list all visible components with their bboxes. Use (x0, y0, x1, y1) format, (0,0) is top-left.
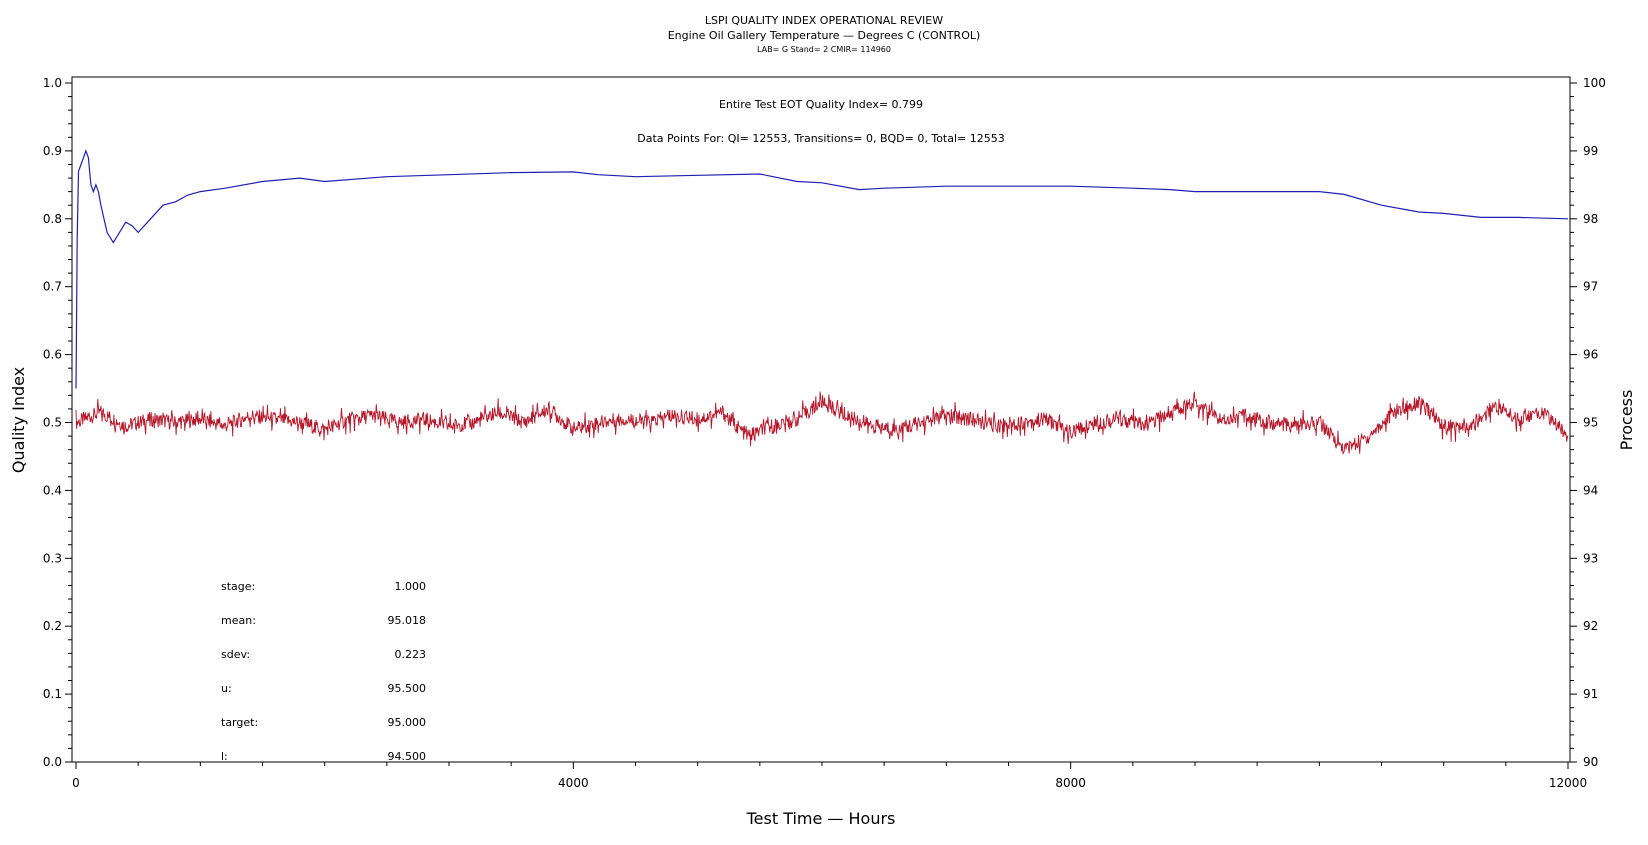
y-axis-label-right: Process (1617, 390, 1636, 451)
y-right-tick-label: 92 (1583, 619, 1598, 633)
y-right-tick-label: 97 (1583, 280, 1598, 294)
y-left-tick-label: 0.6 (43, 348, 62, 362)
stat-value: 1.000 (395, 580, 427, 593)
y-left-tick-label: 0.9 (43, 144, 62, 158)
y-right-tick-label: 94 (1583, 483, 1598, 497)
y-left-tick-label: 0.0 (43, 755, 62, 769)
y-left-tick-label: 0.1 (43, 687, 62, 701)
stat-value: 95.018 (388, 614, 427, 627)
plot-frame (71, 76, 1571, 763)
y-right-tick-label: 100 (1583, 76, 1606, 90)
stat-label: u: (221, 682, 232, 695)
y-left-tick-label: 1.0 (43, 76, 62, 90)
stats-table: stage: 1.000 mean: 95.018 sdev: 0.223 u: 95.500… (221, 580, 426, 763)
stat-label: sdev: (221, 648, 250, 661)
stat-value: 95.000 (388, 716, 427, 729)
y-right-tick-label: 96 (1583, 348, 1598, 362)
annotation-data-points: Data Points For: QI= 12553, Transitions=… (637, 132, 1005, 145)
stat-label: l: (221, 750, 228, 763)
y-right-tick-label: 93 (1583, 551, 1598, 565)
stat-label: stage: (221, 580, 255, 593)
y-left-tick-label: 0.8 (43, 212, 62, 226)
y-left-tick-label: 0.5 (43, 416, 62, 430)
y-right-tick-label: 99 (1583, 144, 1598, 158)
y-left-tick-label: 0.3 (43, 551, 62, 565)
x-tick-label: 4000 (558, 776, 589, 790)
series-group (75, 149, 1569, 455)
y-right-tick-label: 98 (1583, 212, 1598, 226)
chart-subtitle: Engine Oil Gallery Temperature — Degrees… (668, 29, 981, 42)
y-axis-label-left: Quality Index (9, 367, 28, 473)
chart-subtitle-lab: LAB= G Stand= 2 CMIR= 114960 (757, 45, 891, 54)
chart-title: LSPI QUALITY INDEX OPERATIONAL REVIEW (705, 14, 943, 27)
stat-value: 94.500 (388, 750, 427, 763)
y-left-tick-label: 0.2 (43, 619, 62, 633)
y-right-tick-label: 90 (1583, 755, 1598, 769)
x-axis-label: Test Time — Hours (746, 809, 896, 828)
annotation-quality-index: Entire Test EOT Quality Index= 0.799 (719, 98, 923, 111)
x-tick-label: 0 (72, 776, 80, 790)
stat-label: target: (221, 716, 258, 729)
x-tick-label: 12000 (1549, 776, 1587, 790)
y-right-tick-label: 95 (1583, 416, 1598, 430)
axes-group: 0 4000 8000 12000 0.0 0.1 0.2 0.3 0.4 0.5 0.6 0.7 0.… (43, 76, 1606, 790)
y-left-tick-label: 0.4 (43, 483, 62, 497)
y-right-tick-label: 91 (1583, 687, 1598, 701)
x-tick-label: 8000 (1055, 776, 1086, 790)
stat-label: mean: (221, 614, 256, 627)
stat-value: 95.500 (388, 682, 427, 695)
series-process-line (75, 391, 1569, 455)
y-left-tick-label: 0.7 (43, 280, 62, 294)
stat-value: 0.223 (395, 648, 427, 661)
series-quality-index-line (75, 149, 1569, 389)
